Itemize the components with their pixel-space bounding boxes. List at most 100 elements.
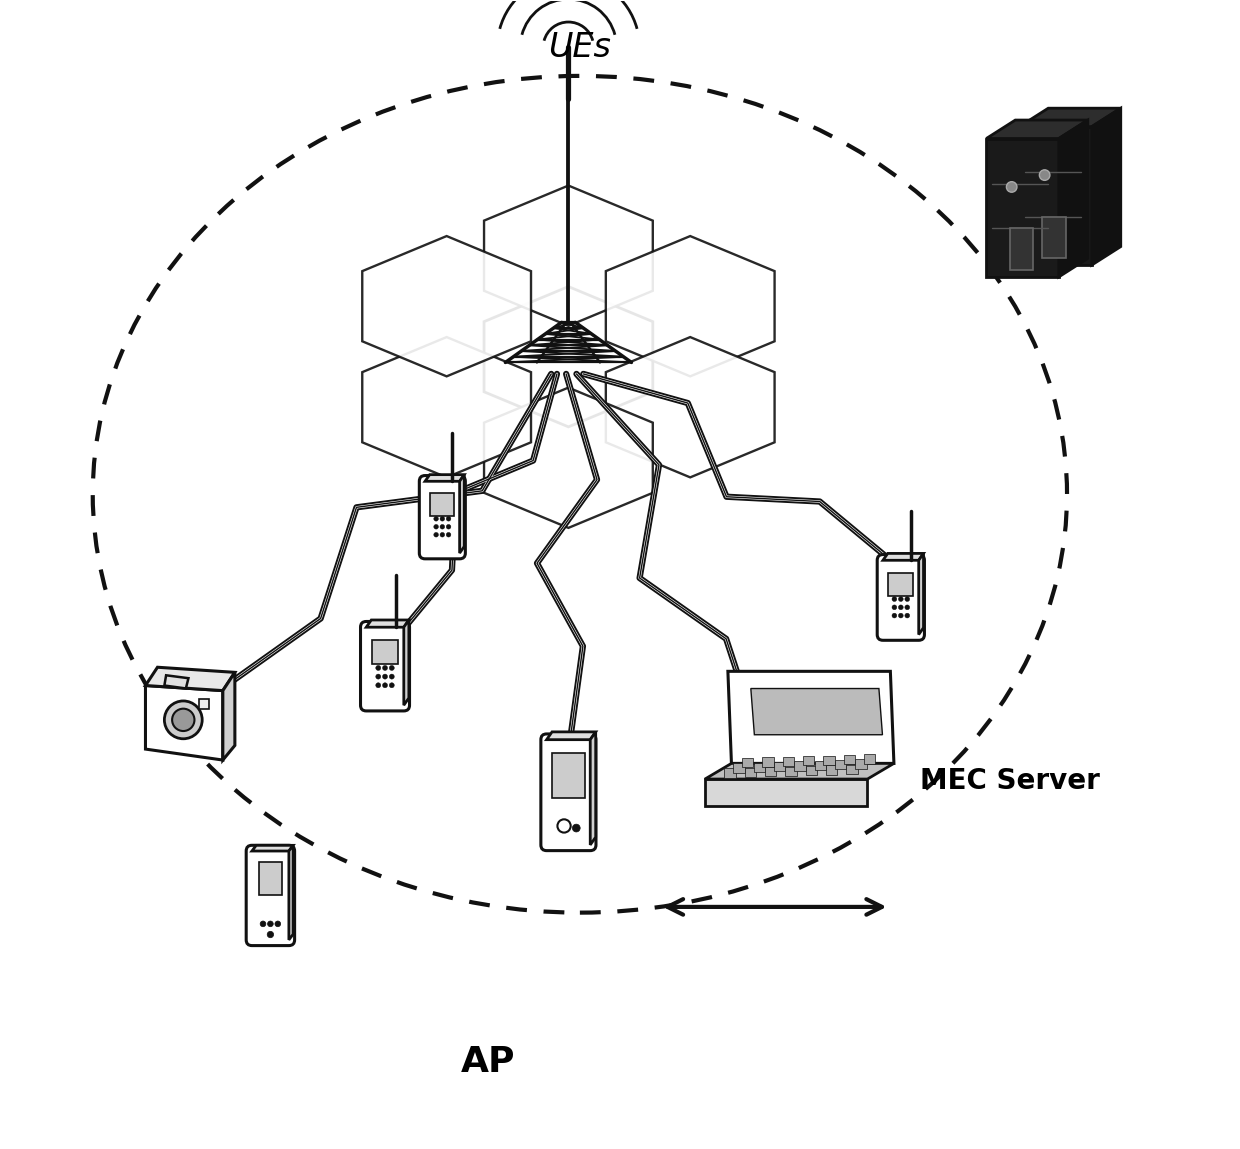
Circle shape	[440, 532, 445, 537]
Polygon shape	[460, 475, 464, 553]
Circle shape	[382, 665, 388, 671]
Circle shape	[376, 665, 381, 671]
Polygon shape	[919, 554, 924, 634]
Bar	[765, 768, 776, 777]
Circle shape	[440, 524, 445, 529]
Bar	[804, 756, 815, 765]
Bar	[754, 763, 765, 772]
Bar	[823, 756, 835, 765]
Polygon shape	[362, 337, 531, 477]
Bar	[782, 757, 794, 766]
Circle shape	[389, 683, 394, 688]
Polygon shape	[404, 620, 409, 705]
Circle shape	[1007, 182, 1017, 192]
Polygon shape	[706, 763, 894, 779]
Polygon shape	[606, 236, 775, 377]
Bar	[847, 765, 858, 774]
Polygon shape	[366, 620, 409, 627]
Circle shape	[389, 674, 394, 679]
Bar	[372, 640, 398, 664]
Bar	[742, 758, 754, 768]
Polygon shape	[1043, 217, 1066, 259]
Bar	[864, 754, 875, 764]
Bar	[806, 766, 817, 776]
Circle shape	[899, 604, 903, 610]
Bar	[733, 763, 745, 772]
FancyBboxPatch shape	[247, 846, 295, 946]
Circle shape	[434, 524, 439, 529]
Polygon shape	[252, 846, 293, 851]
Text: AP: AP	[461, 1044, 516, 1079]
FancyBboxPatch shape	[419, 476, 465, 558]
Circle shape	[899, 596, 903, 601]
Circle shape	[905, 596, 910, 601]
Bar	[552, 754, 585, 797]
Circle shape	[382, 683, 388, 688]
Circle shape	[440, 516, 445, 522]
Polygon shape	[547, 732, 595, 740]
Bar	[745, 768, 756, 777]
Bar	[774, 762, 785, 771]
Polygon shape	[165, 676, 188, 688]
Circle shape	[1039, 170, 1050, 180]
Bar	[763, 757, 774, 766]
Polygon shape	[1009, 229, 1033, 270]
Circle shape	[892, 614, 897, 618]
Circle shape	[260, 921, 265, 927]
Polygon shape	[706, 779, 868, 805]
Polygon shape	[1091, 108, 1121, 265]
Polygon shape	[484, 185, 652, 326]
Circle shape	[376, 683, 381, 688]
Bar	[815, 761, 826, 770]
Bar	[198, 699, 210, 709]
Bar	[835, 761, 846, 770]
Bar	[785, 766, 797, 776]
Circle shape	[899, 614, 903, 618]
Circle shape	[446, 516, 451, 522]
Polygon shape	[750, 688, 883, 734]
Polygon shape	[606, 337, 775, 477]
Circle shape	[434, 532, 439, 537]
Polygon shape	[223, 672, 234, 759]
Polygon shape	[986, 139, 1059, 277]
Circle shape	[376, 674, 381, 679]
Circle shape	[446, 532, 451, 537]
Circle shape	[905, 614, 910, 618]
Bar	[259, 862, 283, 895]
Polygon shape	[289, 846, 293, 940]
Polygon shape	[883, 554, 924, 561]
FancyBboxPatch shape	[361, 622, 409, 711]
Bar	[856, 759, 867, 769]
Text: UEs: UEs	[548, 31, 611, 63]
Circle shape	[434, 516, 439, 522]
FancyBboxPatch shape	[541, 734, 596, 850]
Circle shape	[172, 709, 195, 731]
Circle shape	[382, 674, 388, 679]
Circle shape	[275, 921, 280, 927]
Text: MEC Server: MEC Server	[920, 766, 1100, 795]
Polygon shape	[1019, 126, 1091, 265]
Circle shape	[892, 596, 897, 601]
Circle shape	[446, 524, 451, 529]
Polygon shape	[425, 475, 464, 481]
Bar	[724, 769, 735, 778]
Polygon shape	[145, 668, 234, 691]
Circle shape	[892, 604, 897, 610]
Circle shape	[267, 932, 274, 938]
Circle shape	[558, 819, 570, 833]
Bar	[794, 762, 806, 771]
Polygon shape	[728, 671, 894, 763]
Polygon shape	[484, 387, 652, 527]
Bar	[843, 755, 856, 764]
Polygon shape	[484, 286, 652, 427]
Circle shape	[389, 665, 394, 671]
Polygon shape	[1059, 119, 1087, 277]
Bar	[430, 493, 454, 516]
Circle shape	[165, 701, 202, 739]
Circle shape	[905, 604, 910, 610]
FancyBboxPatch shape	[877, 555, 925, 640]
Polygon shape	[986, 119, 1087, 139]
Polygon shape	[145, 686, 223, 759]
Bar	[826, 765, 837, 774]
Polygon shape	[362, 236, 531, 377]
